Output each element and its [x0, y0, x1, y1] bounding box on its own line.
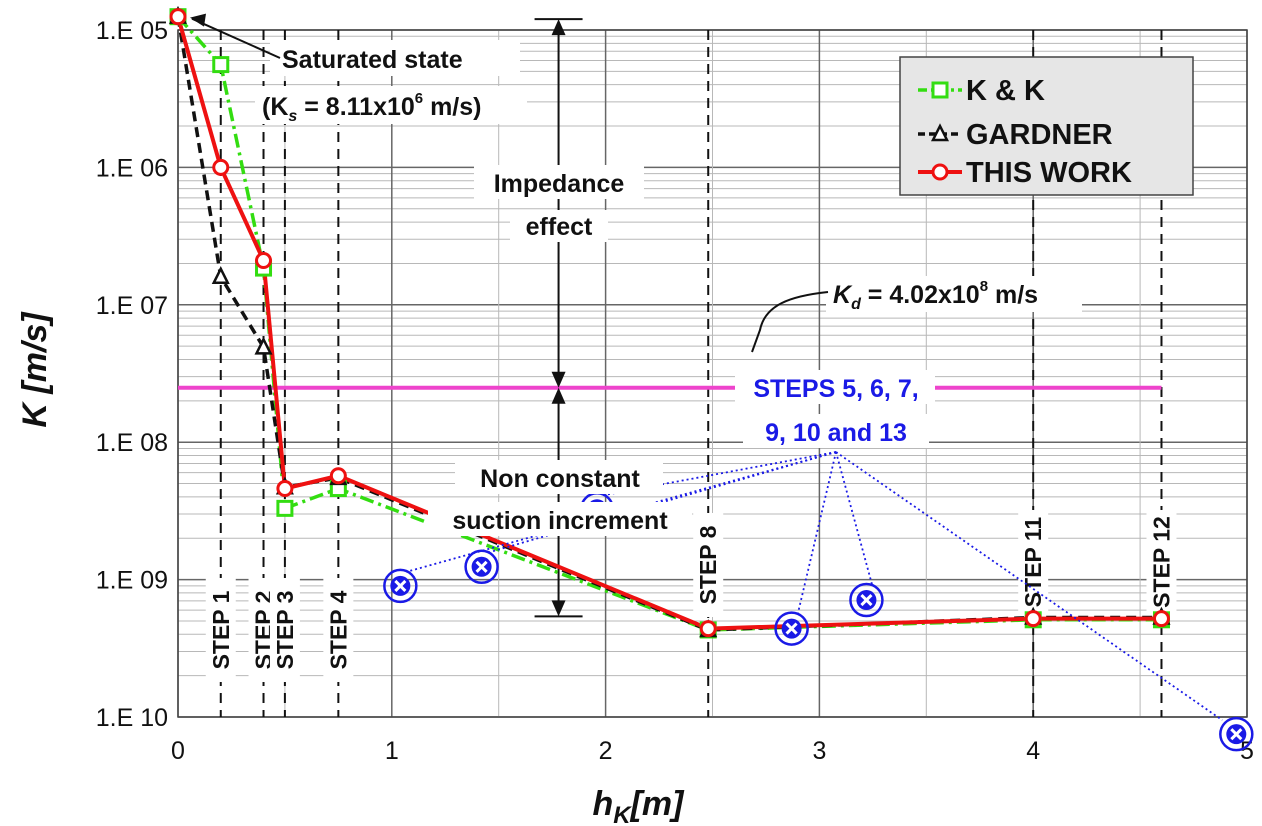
saturated-arrowhead	[190, 13, 206, 27]
x-axis-title: hK[m]	[592, 785, 685, 826]
impedance-arrowhead	[551, 19, 566, 36]
step-label-bg	[1018, 510, 1049, 614]
plot-frame: 1.E 05 1.E 06 1.E 07 1.E 08 1.E 09 1.E 100 1 2 3…	[96, 17, 1254, 765]
step-x-cross	[475, 560, 488, 573]
y-tick-label: 1.E 05	[96, 17, 168, 45]
step-label: STEP 11	[1020, 517, 1046, 608]
step-label: STEP 4	[325, 590, 351, 669]
legend-label: K & K	[966, 75, 1045, 107]
step-x-cross	[394, 579, 407, 592]
gardner-point	[211, 265, 230, 285]
step-x-circle	[774, 611, 809, 646]
saturated-state-label: Saturated state	[282, 46, 463, 74]
legend-circle-icon	[931, 163, 949, 181]
kk-point	[212, 56, 230, 74]
axis-labels: K [m/s] hK[m]	[16, 311, 685, 826]
x-tick-label: 4	[1026, 737, 1040, 765]
ks-label: (Ks = 8.11x106 m/s)	[262, 90, 481, 125]
this-work-point	[212, 158, 230, 176]
impedance-arrowhead	[551, 387, 566, 404]
step-label-bg	[323, 578, 354, 682]
y-tick-label: 1.E 10	[96, 704, 168, 732]
this-work-point	[1024, 610, 1042, 628]
x-tick-label: 1	[385, 737, 399, 765]
step-label-bg	[693, 513, 724, 617]
step-x-circle	[383, 568, 418, 604]
steps-label-2: 9, 10 and 13	[765, 419, 907, 447]
series	[168, 5, 1171, 639]
step-label: STEP 8	[695, 525, 721, 604]
impedance-label-1: Impedance	[494, 170, 625, 198]
y-tick-label: 1.E 09	[96, 567, 168, 595]
x-markers	[383, 451, 1254, 752]
this-work-point	[276, 480, 294, 498]
kd-label: Kd = 4.02x108 m/s	[833, 278, 1038, 313]
legend-label: THIS WORK	[966, 157, 1132, 189]
saturated-arrow-line	[191, 17, 281, 59]
y-axis-title: K [m/s]	[16, 311, 54, 428]
series-line	[176, 16, 1162, 631]
this-work-point	[1152, 610, 1170, 628]
legend-label: GARDNER	[966, 119, 1113, 151]
legend: K & K GARDNER THIS WORK	[899, 56, 1194, 196]
non-constant-label-1: Non constant	[480, 465, 640, 493]
this-work-point	[329, 467, 347, 485]
x-tick-label: 3	[812, 737, 826, 765]
step-label-group: STEP 12	[1146, 510, 1177, 614]
pointer-line	[835, 451, 874, 587]
step-label-group: STEP 1	[205, 578, 236, 682]
step-label-group: STEP 4	[323, 578, 354, 682]
series-line	[176, 15, 1162, 632]
step-label: STEP 12	[1148, 516, 1174, 608]
step-x-cross	[860, 593, 873, 607]
legend-triangle-icon	[930, 123, 950, 142]
step-label-group: STEP 11	[1018, 510, 1049, 614]
step-x-circle	[464, 549, 499, 585]
step-x-circle	[849, 582, 884, 618]
y-tick-label: 1.E 08	[96, 429, 168, 457]
y-tick-label: 1.E 06	[96, 154, 168, 182]
impedance-arrowhead	[551, 600, 566, 617]
y-tick-label: 1.E 07	[96, 292, 168, 320]
gardner-point	[254, 336, 273, 355]
x-tick-label: 0	[171, 737, 185, 765]
this-work-point	[699, 620, 717, 638]
step-label: STEP 1	[208, 590, 234, 669]
annotations: Saturated state (Ks = 8.11x106 m/s) Impe…	[190, 13, 1082, 536]
pointer-line	[796, 451, 837, 615]
step-label-bg	[269, 578, 300, 682]
step-x-cross	[785, 622, 798, 635]
step-label-bg	[205, 578, 236, 682]
steps-label-1: STEPS 5, 6, 7,	[753, 375, 918, 403]
legend-square-icon	[931, 81, 949, 99]
impedance-label-2: effect	[526, 213, 593, 241]
step-x-circle	[1219, 716, 1254, 752]
this-work-point	[255, 252, 273, 270]
step-label-bg	[1146, 510, 1177, 614]
impedance-arrowhead	[551, 371, 566, 388]
step-x-cross	[1230, 728, 1243, 741]
this-work-point	[169, 8, 187, 26]
plot-border	[177, 29, 1248, 718]
step-label: STEP 3	[272, 591, 298, 670]
step-label-group: STEP 8	[693, 513, 724, 617]
kk-point	[276, 499, 294, 517]
non-constant-label-2: suction increment	[452, 507, 668, 535]
x-tick-label: 2	[599, 737, 613, 765]
pointer-line	[835, 451, 1223, 721]
step-label-group: STEP 3	[269, 578, 300, 682]
